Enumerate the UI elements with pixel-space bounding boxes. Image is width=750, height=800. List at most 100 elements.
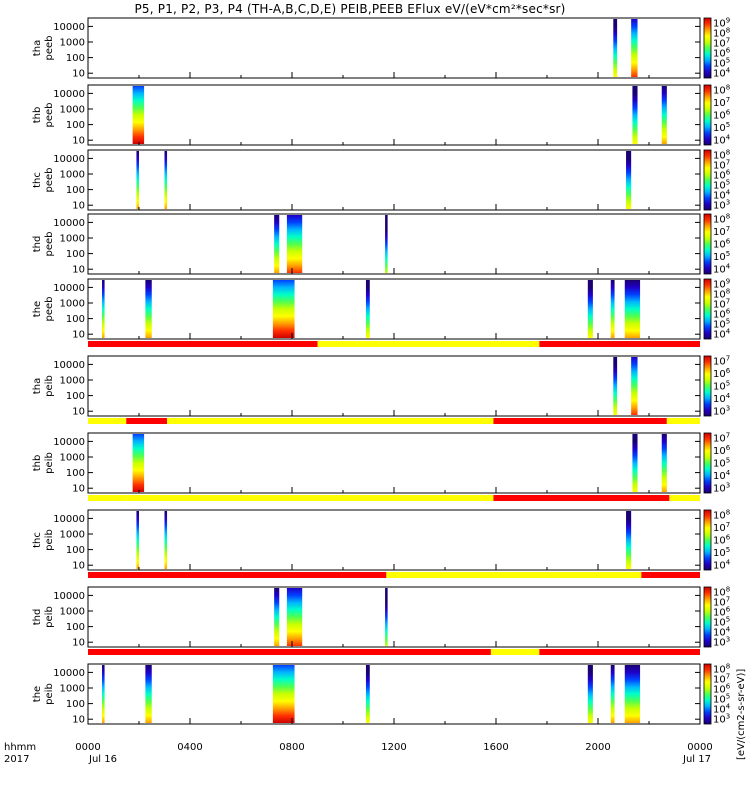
spectrogram-burst bbox=[631, 19, 638, 77]
mode-bar-segment bbox=[317, 341, 540, 347]
spectrogram-burst bbox=[365, 665, 370, 723]
y-tick-label: 10000 bbox=[53, 22, 85, 33]
mode-bar-segment bbox=[493, 495, 670, 501]
colorbar-tick-label: 105 bbox=[713, 546, 730, 559]
mode-bars-group bbox=[88, 341, 700, 655]
spectrogram-burst bbox=[626, 511, 632, 569]
y-tick-label: 1000 bbox=[60, 234, 85, 245]
colorbar-tick-label: 104 bbox=[713, 392, 731, 405]
panel-label-quantity: peeb bbox=[44, 168, 55, 193]
y-tick-label: 10 bbox=[72, 638, 85, 649]
y-tick-label: 1000 bbox=[60, 684, 85, 695]
x-tick-label: 0400 bbox=[177, 742, 202, 753]
y-tick-label: 1000 bbox=[60, 170, 85, 181]
y-tick-label: 10000 bbox=[53, 218, 85, 229]
panel-label-probe: thc bbox=[32, 532, 43, 548]
colorbar-units-label: [eV/(cm2-s-sr-eV)] bbox=[736, 669, 747, 760]
y-tick-label: 10000 bbox=[53, 668, 85, 679]
x-tick-label: 0800 bbox=[279, 742, 304, 753]
spectrogram-burst bbox=[661, 86, 667, 144]
year-label: 2017 bbox=[4, 754, 29, 765]
colorbar-tick-label: 107 bbox=[713, 521, 730, 534]
colorbar bbox=[703, 17, 712, 79]
panel-label-quantity: peeb bbox=[44, 297, 55, 322]
spectrogram-burst bbox=[132, 434, 145, 492]
y-tick-label: 100 bbox=[66, 622, 85, 633]
mode-bar-segment bbox=[88, 649, 491, 655]
y-tick-label: 1000 bbox=[60, 299, 85, 310]
colorbar-tick-label: 107 bbox=[713, 225, 730, 238]
y-tick-label: 10 bbox=[72, 407, 85, 418]
colorbar-tick-label: 107 bbox=[713, 96, 730, 109]
y-tick-label: 100 bbox=[66, 120, 85, 131]
y-tick-label: 1000 bbox=[60, 607, 85, 618]
spectrogram-burst bbox=[145, 280, 152, 338]
spectrogram-burst bbox=[632, 86, 638, 144]
spectrogram-burst bbox=[365, 280, 370, 338]
mode-bar-segment bbox=[386, 572, 642, 578]
spectrogram-burst bbox=[132, 86, 145, 144]
mode-bar-segment bbox=[88, 495, 127, 501]
mode-bar-segment bbox=[126, 495, 494, 501]
spectrogram-burst bbox=[610, 665, 615, 723]
spectrogram-burst bbox=[587, 280, 593, 338]
colorbar-tick-label: 106 bbox=[713, 444, 731, 457]
y-tick-label: 10000 bbox=[53, 360, 85, 371]
y-tick-label: 100 bbox=[66, 53, 85, 64]
y-tick-label: 10 bbox=[72, 561, 85, 572]
colorbar-tick-label: 108 bbox=[713, 213, 730, 226]
colorbar-tick-label: 104 bbox=[713, 328, 731, 341]
colorbar-tick-label: 106 bbox=[713, 534, 731, 547]
colorbar-tick-label: 105 bbox=[713, 457, 730, 470]
spectrogram-burst bbox=[272, 665, 295, 723]
colorbar bbox=[703, 509, 712, 571]
colorbar-tick-label: 103 bbox=[713, 405, 730, 418]
time-axis: hhmm 2017 Jul 16 Jul 17 0000 0400 0800 1200… bbox=[4, 742, 713, 765]
panel-label-probe: the bbox=[32, 686, 43, 702]
x-tick-label: 2000 bbox=[585, 742, 610, 753]
panel-label-probe: thd bbox=[32, 609, 43, 626]
y-tick-label: 100 bbox=[66, 391, 85, 402]
panel-label-probe: thc bbox=[32, 172, 43, 188]
spectrogram-burst bbox=[145, 665, 152, 723]
panel-label-probe: thb bbox=[32, 107, 43, 124]
colorbar-tick-label: 103 bbox=[713, 713, 730, 726]
spectrogram-burst bbox=[613, 19, 618, 77]
y-tick-label: 10000 bbox=[53, 514, 85, 525]
y-tick-label: 100 bbox=[66, 699, 85, 710]
panel-label-probe: thd bbox=[32, 236, 43, 253]
panel-label-quantity: peib bbox=[44, 375, 55, 397]
colorbar-tick-label: 105 bbox=[713, 121, 730, 134]
panel-label-quantity: peib bbox=[44, 606, 55, 628]
y-tick-label: 1000 bbox=[60, 38, 85, 49]
hhmm-label: hhmm bbox=[4, 742, 36, 753]
panel-label-quantity: peeb bbox=[44, 103, 55, 128]
mode-bar-segment bbox=[88, 341, 318, 347]
y-tick-label: 1000 bbox=[60, 105, 85, 116]
colorbar bbox=[703, 586, 712, 648]
y-tick-label: 10000 bbox=[53, 437, 85, 448]
spectrogram-burst bbox=[631, 357, 638, 415]
spectrogram-burst bbox=[624, 665, 641, 723]
panel-label-quantity: peeb bbox=[44, 36, 55, 61]
x-tick-label: 1200 bbox=[381, 742, 406, 753]
x-tick-label: 0000 bbox=[687, 742, 712, 753]
colorbar-tick-label: 106 bbox=[713, 109, 731, 122]
y-tick-label: 10 bbox=[72, 136, 85, 147]
mode-bar-segment bbox=[493, 418, 667, 424]
y-tick-label: 10000 bbox=[53, 89, 85, 100]
date-end-label: Jul 17 bbox=[682, 754, 711, 765]
colorbar-tick-label: 104 bbox=[713, 134, 731, 147]
colorbar-tick-label: 104 bbox=[713, 67, 731, 80]
spectrogram-burst bbox=[136, 151, 139, 209]
colorbar bbox=[703, 278, 712, 340]
mode-bar-segment bbox=[167, 418, 494, 424]
